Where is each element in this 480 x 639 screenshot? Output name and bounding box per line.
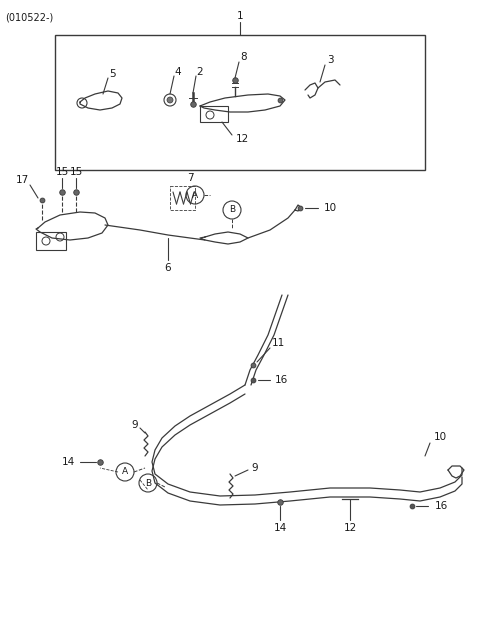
Text: 17: 17 bbox=[15, 175, 29, 185]
Text: 14: 14 bbox=[61, 457, 74, 467]
Text: 6: 6 bbox=[165, 263, 171, 273]
Text: 9: 9 bbox=[252, 463, 258, 473]
Text: 12: 12 bbox=[235, 134, 249, 144]
Text: 12: 12 bbox=[343, 523, 357, 533]
Text: A: A bbox=[192, 190, 198, 199]
Circle shape bbox=[167, 97, 173, 103]
Bar bbox=[36, 232, 66, 250]
Text: 3: 3 bbox=[327, 55, 333, 65]
Text: 16: 16 bbox=[434, 501, 448, 511]
Text: 2: 2 bbox=[197, 67, 204, 77]
Text: 8: 8 bbox=[240, 52, 247, 62]
Text: B: B bbox=[145, 479, 151, 488]
Text: 14: 14 bbox=[274, 523, 287, 533]
Text: 7: 7 bbox=[187, 173, 193, 183]
Text: 15: 15 bbox=[70, 167, 83, 177]
Text: 9: 9 bbox=[132, 420, 138, 430]
Text: 10: 10 bbox=[433, 432, 446, 442]
Text: 16: 16 bbox=[275, 375, 288, 385]
Text: 5: 5 bbox=[110, 69, 116, 79]
Text: 15: 15 bbox=[55, 167, 69, 177]
Text: 10: 10 bbox=[324, 203, 336, 213]
Text: B: B bbox=[229, 206, 235, 215]
Text: 1: 1 bbox=[237, 11, 243, 21]
Text: (010522-): (010522-) bbox=[5, 12, 53, 22]
Bar bbox=[200, 106, 228, 122]
Text: A: A bbox=[122, 468, 128, 477]
Bar bbox=[55, 35, 425, 170]
Text: 11: 11 bbox=[271, 338, 285, 348]
Text: 4: 4 bbox=[175, 67, 181, 77]
